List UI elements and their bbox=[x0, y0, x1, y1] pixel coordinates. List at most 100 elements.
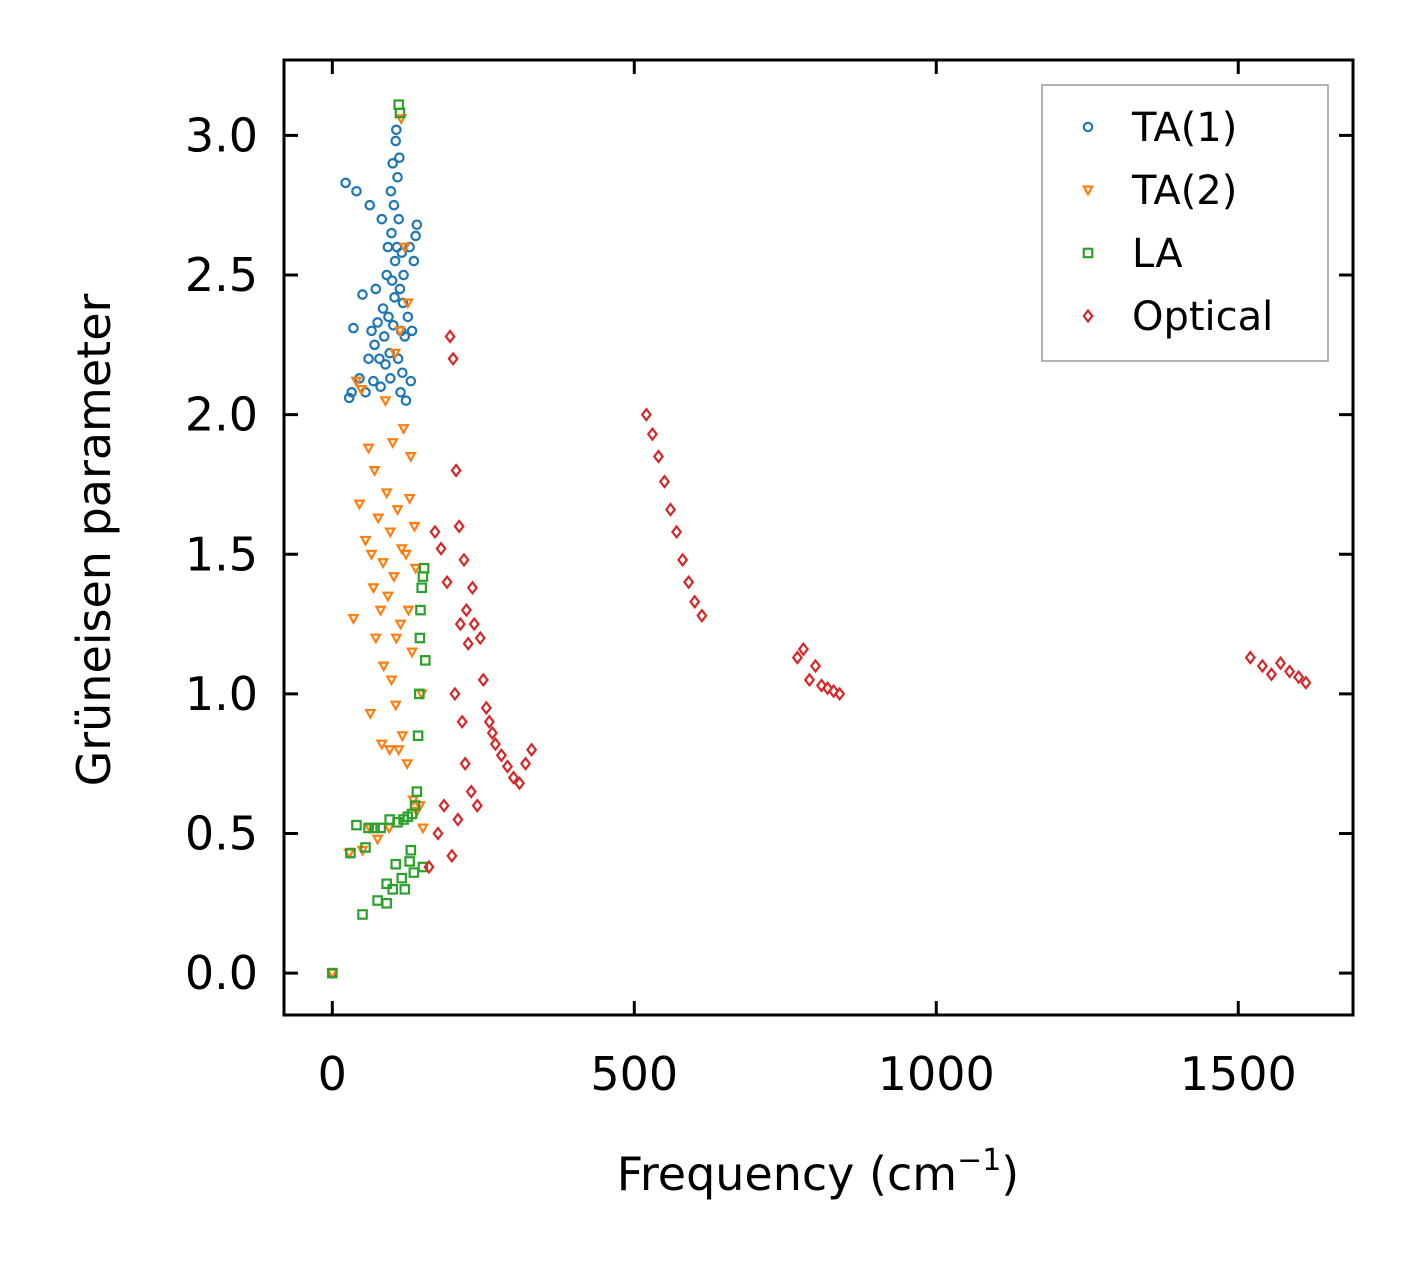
data-point bbox=[387, 884, 399, 895]
data-point bbox=[401, 298, 414, 310]
y-axis-label: Grüneisen parameter bbox=[67, 293, 121, 786]
data-point bbox=[646, 426, 659, 442]
data-point bbox=[408, 521, 421, 533]
data-point bbox=[386, 275, 398, 286]
data-point bbox=[389, 348, 402, 360]
data-point bbox=[380, 488, 393, 500]
data-point bbox=[815, 678, 828, 693]
data-point bbox=[376, 213, 388, 225]
y-tick-label: 1.0 bbox=[185, 667, 258, 721]
legend-label: LA bbox=[1132, 231, 1183, 277]
data-point bbox=[368, 375, 379, 387]
data-point bbox=[450, 463, 462, 478]
data-point bbox=[412, 730, 424, 742]
data-point bbox=[406, 325, 418, 337]
x-axis-label: Frequency (cm−1) bbox=[617, 1143, 1020, 1201]
data-point bbox=[454, 616, 466, 632]
axes: 0 500 1000 1500 0.0 0.5 1.0 1.5 2.0 2.5 3.0 bbox=[185, 58, 1355, 1101]
data-point bbox=[387, 572, 400, 584]
data-point bbox=[423, 859, 435, 875]
data-point bbox=[486, 725, 498, 741]
data-point bbox=[447, 351, 459, 367]
legend-marker bbox=[1082, 247, 1094, 259]
data-point bbox=[392, 745, 405, 757]
data-point bbox=[364, 708, 377, 720]
data-point bbox=[404, 452, 417, 463]
data-point bbox=[410, 230, 421, 242]
data-point bbox=[401, 759, 414, 771]
legend-label: TA(1) bbox=[1131, 105, 1237, 151]
data-point bbox=[809, 658, 822, 674]
data-point bbox=[453, 519, 465, 534]
data-point bbox=[1300, 675, 1312, 690]
data-point bbox=[405, 647, 419, 659]
data-point bbox=[383, 823, 396, 835]
data-point bbox=[350, 376, 363, 388]
data-point bbox=[483, 714, 495, 730]
data-point bbox=[369, 339, 380, 351]
data-point bbox=[389, 700, 402, 712]
data-point bbox=[398, 269, 409, 281]
data-point bbox=[1293, 669, 1305, 685]
data-point bbox=[441, 574, 453, 590]
data-point bbox=[1265, 667, 1278, 682]
data-point bbox=[384, 373, 396, 384]
data-point bbox=[388, 319, 399, 331]
data-point bbox=[381, 269, 392, 281]
legend-marker bbox=[1082, 308, 1094, 324]
data-point bbox=[414, 632, 426, 644]
data-point bbox=[403, 493, 416, 505]
series-ta-1- bbox=[327, 124, 423, 979]
data-point bbox=[383, 311, 394, 323]
data-point bbox=[366, 325, 377, 337]
data-point bbox=[375, 381, 386, 393]
data-point bbox=[416, 823, 429, 835]
data-point bbox=[449, 686, 461, 702]
y-tick-label: 1.5 bbox=[185, 527, 258, 581]
data-point bbox=[353, 499, 366, 511]
data-point bbox=[670, 524, 683, 540]
x-tick-label: 1500 bbox=[1180, 1047, 1297, 1101]
data-point bbox=[677, 552, 689, 568]
data-point bbox=[383, 745, 396, 757]
data-point bbox=[369, 633, 382, 645]
data-point bbox=[393, 99, 405, 110]
data-point bbox=[828, 683, 840, 699]
data-point bbox=[346, 386, 357, 398]
data-point bbox=[399, 331, 411, 342]
data-point bbox=[396, 872, 408, 884]
data-point bbox=[359, 535, 372, 547]
data-point bbox=[495, 748, 508, 763]
data-point bbox=[411, 219, 423, 231]
data-point bbox=[386, 227, 397, 239]
data-point bbox=[392, 171, 403, 183]
data-point bbox=[368, 466, 381, 477]
data-point bbox=[477, 672, 489, 688]
data-point bbox=[834, 686, 846, 702]
data-point bbox=[432, 826, 444, 841]
data-point bbox=[474, 630, 486, 646]
data-point bbox=[372, 513, 385, 525]
data-point bbox=[466, 580, 479, 596]
data-point bbox=[399, 549, 413, 561]
data-point bbox=[377, 303, 389, 314]
data-point bbox=[396, 731, 409, 743]
data-point bbox=[363, 353, 374, 365]
data-point bbox=[396, 247, 408, 258]
data-point bbox=[394, 619, 407, 631]
data-point bbox=[456, 714, 468, 730]
legend-marker bbox=[1081, 185, 1095, 197]
data-point bbox=[389, 292, 400, 303]
data-point bbox=[391, 124, 402, 136]
data-point bbox=[389, 255, 401, 267]
data-point bbox=[394, 283, 406, 295]
data-point bbox=[417, 861, 429, 873]
data-point bbox=[376, 558, 390, 570]
data-point bbox=[357, 289, 368, 300]
data-point bbox=[791, 650, 803, 665]
data-point bbox=[375, 739, 388, 751]
x-tick-label: 1000 bbox=[878, 1047, 995, 1101]
data-point bbox=[385, 675, 398, 687]
data-point bbox=[1244, 650, 1256, 665]
data-point bbox=[402, 605, 415, 617]
